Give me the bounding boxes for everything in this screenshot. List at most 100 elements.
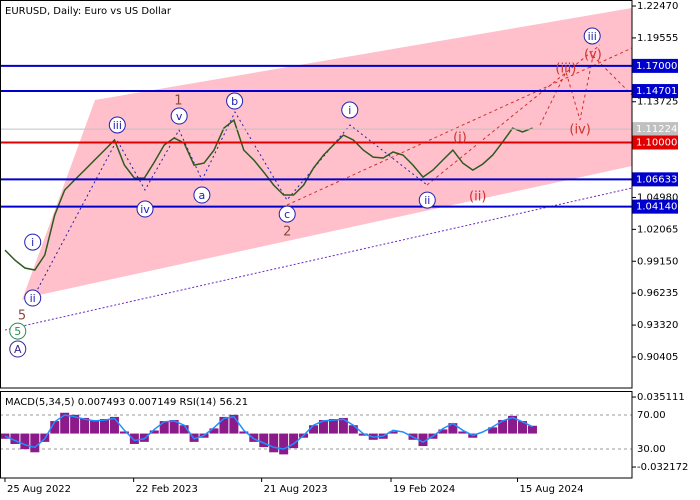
wave-label: 1 xyxy=(174,94,182,109)
wave-circle xyxy=(136,200,154,218)
level-label-box xyxy=(632,172,678,187)
macd-bar xyxy=(229,414,239,434)
wave-label: A xyxy=(14,343,22,356)
macd-bar xyxy=(30,433,40,453)
macd-bar xyxy=(129,433,139,444)
macd-bar xyxy=(279,433,289,455)
macd-bar xyxy=(289,433,299,449)
wave-label: (i) xyxy=(453,131,467,146)
wave-label: i xyxy=(31,236,34,249)
macd-bar xyxy=(20,433,30,450)
macd-bar xyxy=(119,431,129,434)
macd-bar xyxy=(518,421,528,434)
price-channel xyxy=(22,8,632,300)
macd-bar xyxy=(508,415,518,434)
macd-bar xyxy=(219,416,229,434)
x-tick-label: 19 Feb 2024 xyxy=(393,484,455,495)
wave-label: 5 xyxy=(18,309,26,324)
macd-bar xyxy=(328,418,338,434)
macd-bar xyxy=(109,416,119,434)
wave-circle xyxy=(583,27,601,45)
level-label: 1.06633 xyxy=(636,174,677,185)
wave-forecast xyxy=(539,54,633,126)
y-tick-label: 0.99150 xyxy=(637,256,678,267)
macd-bar xyxy=(60,412,70,434)
wave-label: iv xyxy=(140,203,150,216)
wave-circle xyxy=(108,116,126,134)
macd-bar xyxy=(348,425,358,434)
y2-tick-label: 30.00 xyxy=(637,444,666,455)
macd-bar xyxy=(90,420,100,434)
wave-label: 5 xyxy=(14,325,21,338)
indicator-panel: 0.035111 -0.032172 70.00 30.00 xyxy=(0,392,688,473)
y-tick-label: 0.93320 xyxy=(637,320,678,331)
level-label: 1.11224 xyxy=(636,124,677,135)
level-label: 1.10000 xyxy=(636,138,677,149)
macd-bar xyxy=(50,421,60,434)
macd-bar xyxy=(448,423,458,434)
level-label: 1.17000 xyxy=(636,61,677,72)
wave-circle xyxy=(9,340,27,358)
macd-bar xyxy=(418,433,428,447)
level-label-box xyxy=(632,84,678,99)
wave-label: iii xyxy=(588,30,597,43)
price-frame xyxy=(0,0,633,389)
macd-bar xyxy=(458,431,468,434)
wave-projection xyxy=(426,44,601,186)
macd-bar xyxy=(358,433,368,436)
macd-bar xyxy=(527,425,537,434)
wave-label: 2 xyxy=(283,225,291,240)
macd-bar xyxy=(249,433,259,442)
level-label-box xyxy=(632,122,678,137)
indicator-title: MACD(5,34,5) 0.007493 0.007149 RSI(14) 5… xyxy=(5,397,248,408)
wave-label: a xyxy=(199,189,206,202)
rsi-line xyxy=(4,414,533,450)
macd-bar xyxy=(169,420,179,434)
x-tick-label: 15 Aug 2024 xyxy=(520,484,584,495)
macd-bar xyxy=(149,430,159,434)
level-label: 1.04140 xyxy=(636,202,677,213)
wave-circle xyxy=(226,92,244,110)
wave-label: c xyxy=(284,208,290,221)
y-tick-label: -0.032172 xyxy=(637,462,688,473)
wave-circle xyxy=(24,233,42,251)
wave-label: ii xyxy=(30,292,36,305)
trend-line xyxy=(4,187,633,331)
level-label-box xyxy=(632,135,678,150)
wave-circle xyxy=(193,186,211,204)
macd-bar xyxy=(179,425,189,434)
wave-label: b xyxy=(231,95,238,108)
y-tick-label: 0.035111 xyxy=(637,392,685,403)
wave-label: ii xyxy=(424,194,430,207)
y2-tick-label: 70.00 xyxy=(637,410,666,421)
wave-label: (iv) xyxy=(569,123,590,138)
macd-bar xyxy=(10,433,20,444)
macd-bar xyxy=(318,420,328,434)
macd-bar xyxy=(488,427,498,434)
chart-title: EURUSD, Daily: Euro vs US Dollar xyxy=(5,6,172,17)
macd-bar xyxy=(438,429,448,434)
price-panel: 1.22470 1.19555 1.13725 1.04980 1.02065 0.991… xyxy=(0,1,678,495)
level-label-box xyxy=(632,199,678,214)
wave-label: iii xyxy=(113,119,122,132)
macd-bar xyxy=(388,431,398,434)
level-label: 1.14701 xyxy=(636,86,677,97)
y-tick-label: 1.19555 xyxy=(637,33,678,44)
wave-label: i xyxy=(348,104,351,117)
macd-bar xyxy=(159,421,169,434)
macd-bar xyxy=(309,425,319,434)
x-tick-label: 25 Aug 2022 xyxy=(7,484,71,495)
macd-bar xyxy=(0,433,10,439)
macd-bar xyxy=(209,428,219,434)
wave-circle xyxy=(24,289,42,307)
wave-circle xyxy=(9,322,27,340)
wave-circle xyxy=(418,191,436,209)
macd-bar xyxy=(498,420,508,434)
y-tick-label: 1.04980 xyxy=(637,192,678,203)
wave-label: (ii) xyxy=(469,190,486,205)
wave-circle xyxy=(278,205,296,223)
wave-circle xyxy=(341,101,359,119)
macd-bar xyxy=(338,417,348,434)
